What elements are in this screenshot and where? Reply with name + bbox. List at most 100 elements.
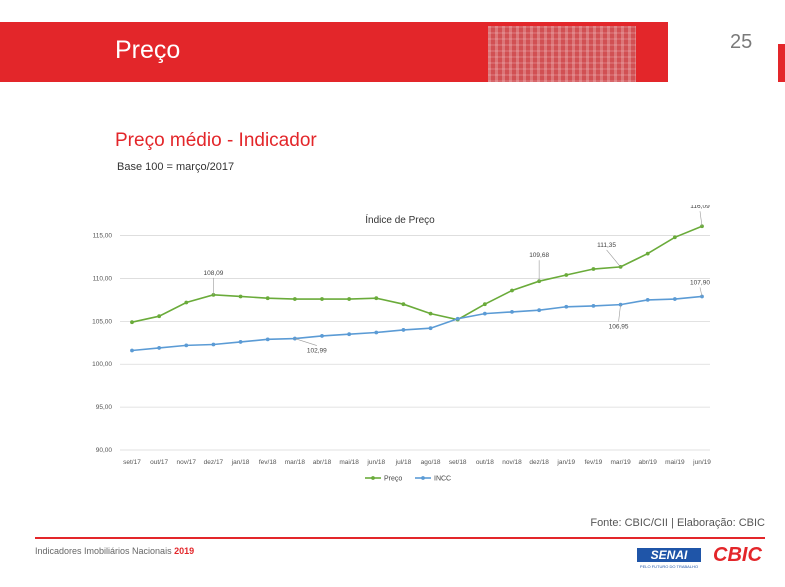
- x-tick-label: mar/19: [610, 459, 631, 466]
- annotation-leader: [699, 211, 703, 227]
- series-line-incc: [131, 295, 703, 352]
- data-point: [672, 235, 677, 240]
- right-accent-bar: [778, 44, 785, 82]
- data-point: [238, 340, 243, 344]
- page-number: 25: [730, 31, 753, 53]
- x-tick-label: fev/18: [259, 459, 277, 466]
- annotation-leader: [618, 304, 621, 322]
- y-tick-label: 110,00: [93, 275, 113, 282]
- x-tick-label: out/18: [476, 459, 494, 466]
- data-point: [130, 320, 134, 325]
- data-point: [320, 334, 324, 338]
- data-point: [374, 330, 379, 335]
- x-tick-label: ago/18: [421, 459, 441, 466]
- data-label: 106,95: [609, 324, 629, 331]
- data-point: [401, 302, 406, 307]
- base-note: Base 100 = março/2017: [117, 161, 235, 173]
- data-point: [157, 346, 162, 350]
- data-point: [700, 294, 704, 299]
- annotation-leader: [699, 287, 703, 297]
- data-point: [184, 343, 189, 348]
- data-point: [130, 348, 134, 353]
- x-tick-label: fev/19: [585, 459, 603, 466]
- footer-divider: [35, 537, 765, 539]
- data-point: [482, 302, 487, 307]
- x-tick-label: set/18: [449, 459, 467, 466]
- x-tick-label: abr/18: [313, 459, 332, 466]
- cbic-logo: CBIC: [713, 544, 762, 566]
- publication-year: 2019: [174, 546, 195, 556]
- data-label: 107,90: [690, 279, 710, 286]
- data-label: 116,09: [690, 205, 710, 210]
- data-point: [645, 298, 650, 302]
- x-tick-label: out/17: [150, 459, 168, 466]
- x-tick-label: nov/18: [502, 459, 522, 466]
- data-point: [292, 297, 297, 301]
- x-tick-label: abr/19: [638, 459, 657, 466]
- data-point: [401, 328, 406, 332]
- data-point: [700, 224, 704, 229]
- x-tick-label: dez/18: [529, 459, 549, 466]
- data-point: [157, 314, 162, 319]
- x-tick-label: set/17: [123, 459, 141, 466]
- data-point: [591, 267, 596, 271]
- footer-publication: Indicadores Imobiliários Nacionais 2019: [35, 546, 194, 556]
- x-tick-label: jan/19: [556, 459, 575, 466]
- data-point: [184, 300, 189, 305]
- data-point: [347, 297, 352, 301]
- x-tick-label: mai/18: [339, 459, 359, 466]
- data-point: [428, 326, 433, 331]
- x-tick-label: mar/18: [285, 459, 306, 466]
- data-point: [265, 296, 270, 301]
- legend-marker: [371, 476, 375, 480]
- y-tick-label: 105,00: [92, 318, 112, 325]
- annotation-leader: [294, 338, 317, 346]
- section-title: Preço médio - Indicador: [115, 130, 317, 151]
- x-tick-label: dez/17: [204, 459, 224, 466]
- data-point: [510, 288, 514, 293]
- data-point: [455, 316, 460, 321]
- legend-label: Preço: [384, 476, 402, 483]
- y-tick-label: 95,00: [96, 404, 113, 411]
- y-tick-label: 100,00: [92, 361, 112, 368]
- data-point: [374, 296, 379, 301]
- senai-logo-tagline: PELO FUTURO DO TRABALHO: [639, 564, 699, 569]
- header-city-photo: [488, 26, 636, 82]
- data-point: [672, 297, 677, 301]
- data-point: [482, 311, 487, 316]
- y-tick-label: 115,00: [93, 233, 113, 240]
- annotation-leader: [606, 249, 621, 268]
- data-point: [564, 273, 569, 277]
- series-line-preço: [131, 225, 703, 323]
- publication-name: Indicadores Imobiliários Nacionais: [35, 546, 172, 556]
- data-point: [211, 342, 216, 347]
- x-tick-label: nov/17: [177, 459, 197, 466]
- chart-title: Índice de Preço: [365, 213, 435, 226]
- x-tick-label: jan/18: [231, 459, 250, 466]
- data-point: [537, 308, 542, 313]
- data-point: [564, 304, 569, 309]
- data-point: [428, 311, 433, 316]
- data-point: [347, 332, 352, 337]
- data-point: [591, 304, 596, 308]
- data-label: 111,35: [597, 242, 616, 249]
- x-tick-label: jul/18: [395, 459, 412, 466]
- data-point: [510, 310, 514, 314]
- x-tick-label: jun/18: [366, 459, 385, 466]
- data-point: [645, 251, 650, 256]
- y-tick-label: 90,00: [96, 447, 113, 454]
- data-point: [320, 297, 324, 301]
- senai-logo: SENAI: [637, 548, 701, 562]
- data-label: 102,99: [307, 348, 327, 355]
- page-title: Preço: [115, 36, 181, 64]
- x-tick-label: jun/19: [692, 459, 711, 466]
- legend-marker: [421, 476, 425, 480]
- source-note: Fonte: CBIC/CII | Elaboração: CBIC: [590, 517, 765, 529]
- data-point: [238, 294, 243, 299]
- x-tick-label: mai/19: [665, 459, 685, 466]
- data-label: 109,68: [529, 252, 549, 259]
- data-label: 108,09: [203, 270, 223, 277]
- price-index-chart: Índice de Preço 90,00 95,00 100,00 105,00 110…: [92, 205, 711, 483]
- legend-label: INCC: [434, 476, 451, 483]
- data-point: [265, 337, 270, 342]
